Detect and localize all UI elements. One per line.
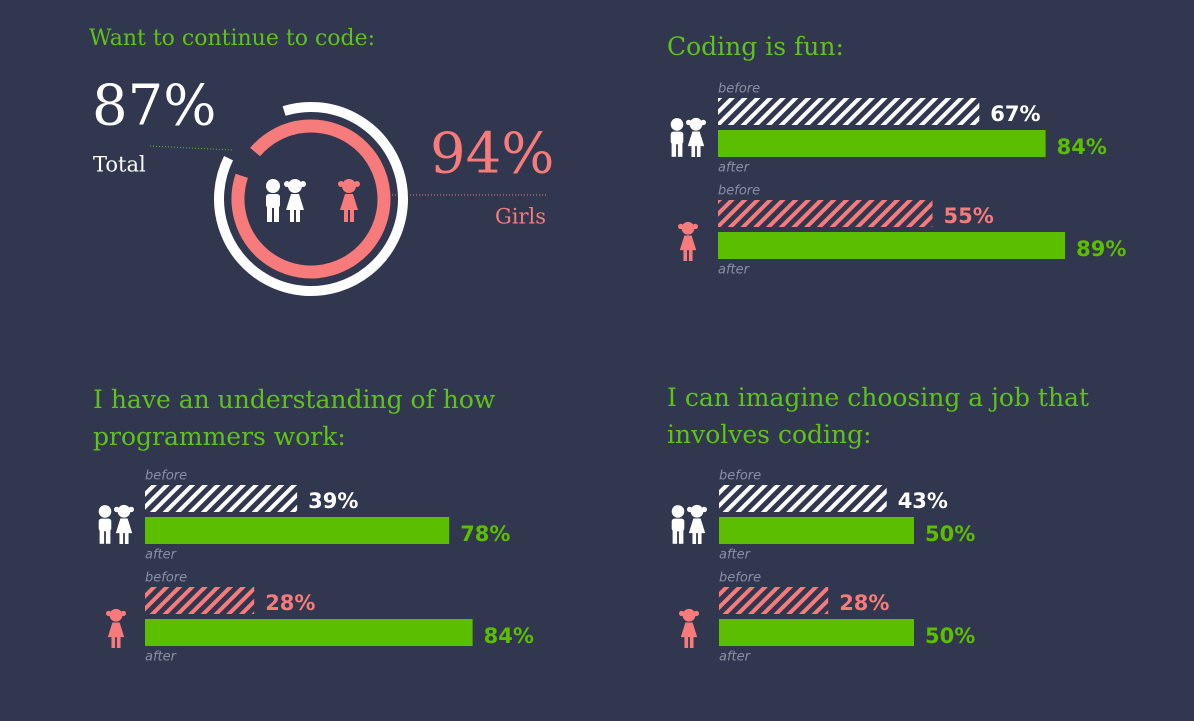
- bar-value-label: 89%: [1076, 237, 1126, 261]
- boy-icon: [671, 505, 685, 544]
- series-label: after: [719, 650, 752, 665]
- connector: [149, 145, 233, 151]
- series-label: before: [719, 571, 761, 586]
- girl-icon: [678, 221, 698, 261]
- bar-value-label: 39%: [308, 489, 358, 513]
- series-label: before: [718, 184, 760, 199]
- girl-icon: [687, 504, 707, 544]
- bar: [718, 200, 933, 227]
- bar-value-label: 43%: [898, 489, 948, 513]
- girl-icon: [338, 179, 360, 222]
- series-label: after: [718, 263, 751, 278]
- bar-value-label: 28%: [839, 591, 889, 615]
- bar: [718, 130, 1046, 157]
- series-label: after: [145, 650, 178, 665]
- bar: [145, 587, 255, 614]
- series-label: before: [718, 82, 760, 97]
- bar-value-label: 50%: [925, 624, 975, 648]
- girl-icon: [686, 117, 706, 157]
- bar: [145, 517, 450, 544]
- girl-icon: [284, 179, 306, 222]
- series-label: after: [718, 161, 751, 176]
- series-label: after: [145, 548, 178, 563]
- chart-title: Coding is fun:: [667, 32, 844, 61]
- bar: [719, 587, 829, 614]
- bar-value-label: 28%: [265, 591, 315, 615]
- boy-icon: [266, 179, 280, 222]
- series-label: before: [719, 469, 761, 484]
- bar: [719, 517, 914, 544]
- bar-value-label: 84%: [1057, 135, 1107, 159]
- category-label: Total: [93, 153, 146, 177]
- series-label: before: [145, 571, 187, 586]
- bar-value-label: 78%: [460, 522, 510, 546]
- chart-title: Want to continue to code:: [89, 26, 376, 51]
- girl-icon: [679, 608, 699, 648]
- series-label: after: [719, 548, 752, 563]
- bar: [145, 485, 298, 512]
- boy-icon: [98, 505, 112, 544]
- donut-arc: [214, 101, 408, 296]
- bar: [718, 232, 1066, 259]
- girl-icon: [106, 608, 126, 648]
- bar-value-label: 67%: [990, 102, 1040, 126]
- value-label: 94%: [430, 122, 554, 187]
- boy-icon: [670, 118, 684, 157]
- bar: [719, 485, 887, 512]
- girl-icon: [114, 504, 134, 544]
- category-label: Girls: [495, 205, 546, 229]
- bar: [145, 619, 473, 646]
- chart-title: I have an understanding of how programme…: [93, 385, 496, 451]
- bar-value-label: 84%: [484, 624, 534, 648]
- series-label: before: [145, 469, 187, 484]
- bar: [719, 619, 914, 646]
- bar-value-label: 50%: [925, 522, 975, 546]
- bar: [718, 98, 980, 125]
- chart-title: I can imagine choosing a job that involv…: [667, 383, 1090, 449]
- value-label: 87%: [92, 74, 216, 139]
- donut-arc: [231, 119, 391, 279]
- bar-value-label: 55%: [944, 204, 994, 228]
